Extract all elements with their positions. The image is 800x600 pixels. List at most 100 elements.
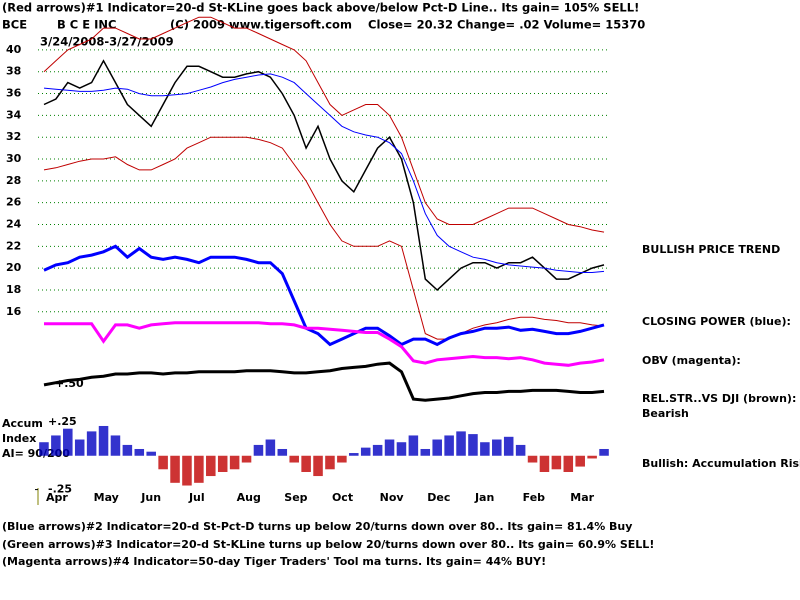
x-tick-label: Dec xyxy=(427,491,450,504)
y-tick-label: 20 xyxy=(6,261,22,274)
series-line xyxy=(43,244,605,347)
side-label: Bullish: Accumulation Rising xyxy=(642,457,800,470)
bar xyxy=(182,455,192,486)
y-tick-label: -.25 xyxy=(48,483,72,496)
bar xyxy=(122,444,133,456)
x-tick-label: Aug xyxy=(237,491,261,504)
bar xyxy=(39,442,49,456)
y-tick-label: 38 xyxy=(6,65,21,78)
series-line xyxy=(44,321,605,367)
bar xyxy=(134,448,145,456)
side-label: CLOSING POWER (blue): xyxy=(642,315,791,328)
footer-line: (Magenta arrows)#4 Indicator=50-day Tige… xyxy=(2,555,546,568)
series-line xyxy=(43,136,605,340)
bar xyxy=(337,455,347,463)
bar xyxy=(301,455,311,472)
header-line: (Red arrows)#1 Indicator=20-d St-KLine g… xyxy=(2,1,639,15)
quote: Close= 20.32 Change= .02 Volume= 15370 xyxy=(368,18,645,32)
bar xyxy=(551,455,562,470)
x-tick-label: Jun xyxy=(140,491,161,504)
y-tick-label: 16 xyxy=(6,305,22,318)
bar xyxy=(420,448,431,456)
x-tick-label: Oct xyxy=(332,491,353,504)
bar xyxy=(384,439,395,456)
side-label: Bearish xyxy=(642,407,689,420)
bar xyxy=(468,434,478,456)
y-tick-label: 30 xyxy=(6,152,22,165)
x-tick-label: May xyxy=(94,491,119,504)
side-label: REL.STR..VS DJI (brown): xyxy=(642,392,796,405)
y-tick-label: 32 xyxy=(6,130,21,143)
bar xyxy=(539,455,550,472)
bar xyxy=(480,442,490,456)
bar xyxy=(98,425,109,456)
bar xyxy=(217,455,228,472)
symbol: BCE xyxy=(2,18,27,32)
bar xyxy=(206,455,216,477)
bar xyxy=(253,444,264,456)
side-label: OBV (magenta): xyxy=(642,354,741,367)
bar xyxy=(360,447,371,456)
bar xyxy=(372,444,383,456)
bar xyxy=(575,455,585,467)
bar xyxy=(229,455,240,470)
y-tick-label: 24 xyxy=(6,218,22,231)
bar xyxy=(396,442,407,456)
x-tick-label: Sep xyxy=(284,491,307,504)
bar xyxy=(74,439,85,456)
series-line xyxy=(43,361,605,402)
bar xyxy=(456,431,466,456)
date-range: 3/24/2008-3/27/2009 xyxy=(40,35,174,49)
x-tick-label: Mar xyxy=(570,491,594,504)
y-tick-label: 28 xyxy=(6,174,21,187)
bar xyxy=(515,444,526,456)
bar xyxy=(444,435,454,456)
bar xyxy=(563,455,574,472)
series-line xyxy=(43,73,605,273)
x-tick-label: Nov xyxy=(380,491,405,504)
series-line xyxy=(43,59,605,292)
y-tick-label: 18 xyxy=(6,283,21,296)
bar xyxy=(527,455,538,463)
bar xyxy=(325,455,335,470)
x-tick-label: Jul xyxy=(188,491,205,504)
bar xyxy=(170,455,180,483)
x-tick-label: Apr xyxy=(46,491,68,504)
panel-title: Accum xyxy=(2,417,43,430)
bar xyxy=(313,455,323,477)
company: B C E INC xyxy=(57,18,116,32)
bar xyxy=(349,453,359,456)
bar xyxy=(241,455,252,463)
bar xyxy=(265,439,276,456)
bar xyxy=(146,451,156,456)
bar xyxy=(277,448,288,456)
bar xyxy=(63,428,73,456)
bar xyxy=(408,435,419,456)
footer-line: (Green arrows)#3 Indicator=20-d St-KLine… xyxy=(2,538,654,551)
x-tick-label: Feb xyxy=(523,491,546,504)
y-tick-label: 22 xyxy=(6,239,21,252)
y-tick-label: 34 xyxy=(6,108,22,121)
bar xyxy=(86,431,97,456)
bar xyxy=(289,455,299,463)
side-label: BULLISH PRICE TREND xyxy=(642,243,780,256)
y-tick-label: 40 xyxy=(6,43,22,56)
bar xyxy=(194,455,204,483)
footer-line: (Blue arrows)#2 Indicator=20-d St-Pct-D … xyxy=(2,520,632,533)
series-line xyxy=(43,16,605,233)
bar xyxy=(599,448,609,456)
copyright: (C) 2009 www.tigersoft.com xyxy=(170,18,352,32)
x-tick-label: Jan xyxy=(474,491,494,504)
bar xyxy=(158,455,168,470)
bar xyxy=(110,435,121,456)
bar xyxy=(492,439,502,456)
y-tick-label: 36 xyxy=(6,87,22,100)
bar xyxy=(503,436,514,456)
bar xyxy=(432,439,442,456)
bar xyxy=(587,455,597,459)
y-tick-label: +.25 xyxy=(48,415,77,428)
bar xyxy=(51,435,61,456)
y-tick-label: 26 xyxy=(6,196,22,209)
panel-title: Index xyxy=(2,432,36,445)
